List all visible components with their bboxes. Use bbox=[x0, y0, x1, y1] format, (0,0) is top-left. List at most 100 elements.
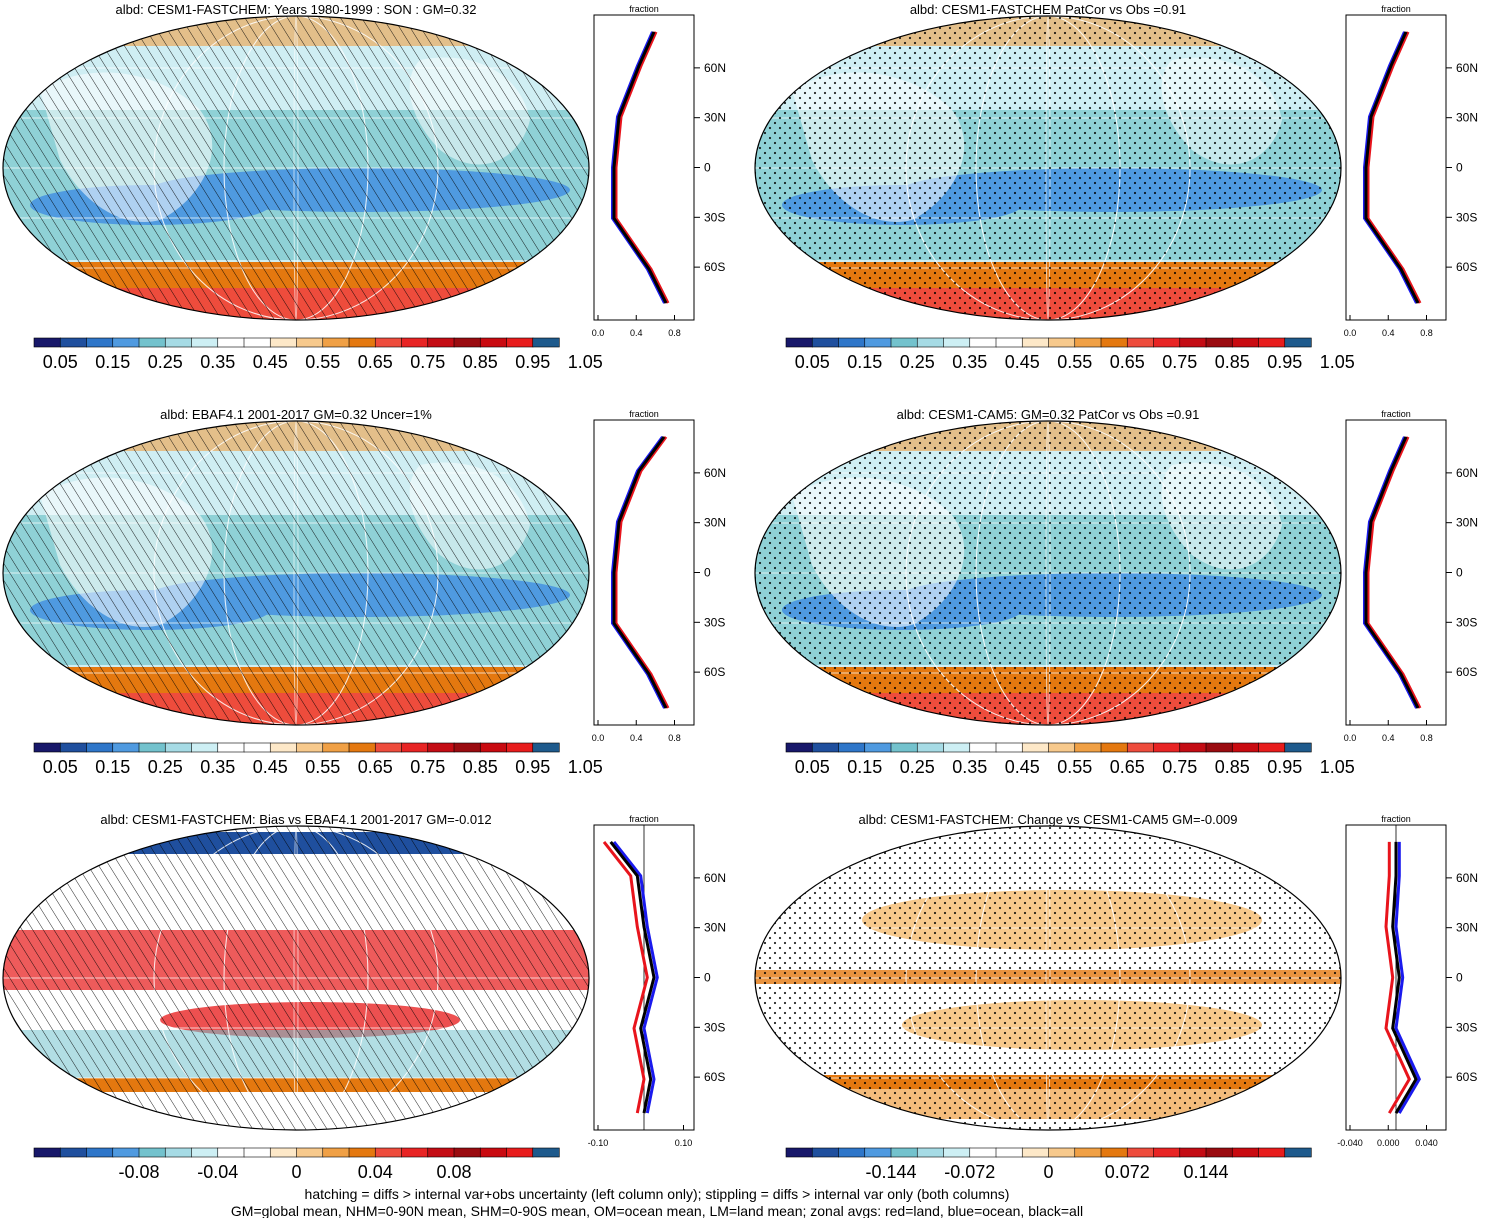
colorbar-label: 0 bbox=[291, 1162, 301, 1182]
colorbar-swatch bbox=[1100, 1147, 1128, 1158]
lat-label: 30S bbox=[1456, 1020, 1477, 1034]
colorbar-swatch bbox=[86, 1147, 114, 1158]
zonal-mean-plot: fraction 60N 30N 0 30S 60S -0.040 0.000 0.040 bbox=[1337, 814, 1478, 1148]
colorbar-swatch bbox=[33, 1147, 61, 1158]
colorbar-swatch bbox=[112, 1147, 140, 1158]
colorbar-swatch bbox=[243, 1147, 271, 1158]
colorbar-label: 1.05 bbox=[568, 757, 603, 777]
zonal-land-curve bbox=[614, 436, 670, 709]
colorbar-swatch bbox=[1126, 742, 1155, 753]
footer-line1: hatching = diffs > internal var+obs unce… bbox=[305, 1186, 1010, 1202]
x-tick-label: 0.10 bbox=[675, 1138, 693, 1148]
colorbar-swatch bbox=[785, 1147, 813, 1158]
lat-label: 30S bbox=[1456, 615, 1477, 629]
colorbar-swatch bbox=[785, 742, 813, 753]
colorbar-swatch bbox=[838, 337, 866, 348]
colorbar-swatch bbox=[191, 742, 219, 753]
colorbar-swatch bbox=[86, 337, 114, 348]
x-tick-label: 0.4 bbox=[630, 328, 643, 338]
colorbar-swatch bbox=[1048, 1147, 1076, 1158]
map-field bbox=[755, 826, 1341, 1130]
colorbar-swatch bbox=[401, 1147, 429, 1158]
colorbar-swatch bbox=[479, 337, 508, 348]
colorbar-swatch bbox=[1021, 337, 1050, 348]
panel-3: albd: EBAF4.1 2001-2017 GM=0.32 Uncer=1%… bbox=[2, 407, 726, 777]
colorbar-swatch bbox=[1284, 1147, 1312, 1158]
colorbar-swatch bbox=[811, 742, 840, 753]
lat-label: 0 bbox=[704, 566, 711, 580]
colorbar-label: 0.85 bbox=[1215, 757, 1250, 777]
colorbar-label: 0.45 bbox=[253, 757, 288, 777]
map-outline bbox=[2, 825, 590, 1131]
lat-label: 0 bbox=[1456, 566, 1463, 580]
zonal-mean-plot: fraction 60N 30N 0 30S 60S -0.10 0.10 bbox=[588, 814, 726, 1148]
zonal-all-curve bbox=[1364, 31, 1420, 304]
colorbar-label: 0.35 bbox=[952, 352, 987, 372]
panel-title: albd: CESM1-FASTCHEM: Bias vs EBAF4.1 20… bbox=[100, 812, 491, 827]
colorbar-swatch bbox=[1284, 337, 1312, 348]
zonal-ocean-curve bbox=[1394, 841, 1421, 1114]
colorbar-swatch bbox=[164, 742, 193, 753]
lat-label: 0 bbox=[704, 971, 711, 985]
colorbar-swatch bbox=[864, 1147, 892, 1158]
zonal-all-curve bbox=[609, 840, 656, 1114]
colorbar-swatch bbox=[112, 337, 140, 348]
lat-label: 60N bbox=[704, 871, 726, 885]
colorbar-label: 1.05 bbox=[1320, 757, 1355, 777]
colorbar-swatch bbox=[1126, 1147, 1155, 1158]
lat-label: 30S bbox=[704, 1020, 725, 1034]
colorbar-swatch bbox=[243, 742, 271, 753]
hatching-overlay bbox=[3, 16, 589, 320]
zonal-land-curve bbox=[602, 840, 649, 1114]
colorbar-swatch bbox=[811, 1147, 840, 1158]
colorbar-label: 0.05 bbox=[43, 352, 78, 372]
colorbar-swatch bbox=[322, 337, 350, 348]
map-field bbox=[3, 421, 589, 725]
colorbar-label: 0.95 bbox=[1267, 757, 1302, 777]
colorbar-swatch bbox=[1048, 337, 1076, 348]
lat-label: 60N bbox=[704, 61, 726, 75]
colorbar-label: 1.05 bbox=[1320, 352, 1355, 372]
hatching-overlay bbox=[3, 421, 589, 725]
colorbar-label: 0.65 bbox=[1110, 757, 1145, 777]
zonal-all-curve bbox=[1391, 841, 1418, 1114]
x-tick-label: 0.8 bbox=[1420, 733, 1433, 743]
colorbar-swatch bbox=[532, 337, 560, 348]
x-tick-label: 0.8 bbox=[668, 328, 681, 338]
colorbar-swatch bbox=[532, 742, 560, 753]
x-tick-label: 0.0 bbox=[592, 328, 605, 338]
map-field bbox=[3, 16, 589, 320]
colorbar-swatch bbox=[427, 742, 455, 753]
colorbar-swatch bbox=[1179, 1147, 1207, 1158]
colorbar-swatch bbox=[890, 1147, 918, 1158]
lat-label: 30S bbox=[1456, 210, 1477, 224]
map-outline bbox=[2, 15, 590, 321]
colorbar-swatch bbox=[401, 337, 429, 348]
colorbar-swatch bbox=[1074, 1147, 1102, 1158]
colorbar-label: 0.55 bbox=[305, 352, 340, 372]
colorbar-swatch bbox=[86, 742, 114, 753]
colorbar-label: 0.04 bbox=[358, 1162, 393, 1182]
stippling-overlay bbox=[755, 16, 1341, 320]
lat-label: 60S bbox=[704, 1070, 725, 1084]
lat-label: 60S bbox=[1456, 1070, 1477, 1084]
footer-line2: GM=global mean, NHM=0-90N mean, SHM=0-90… bbox=[231, 1203, 1083, 1218]
colorbar-label: 0.25 bbox=[148, 352, 183, 372]
colorbar-swatch bbox=[348, 337, 376, 348]
colorbar-swatch bbox=[296, 1147, 324, 1158]
colorbar-label: 0.55 bbox=[1057, 757, 1092, 777]
lat-label: 30N bbox=[704, 516, 726, 530]
colorbar-label: 0.15 bbox=[847, 352, 882, 372]
colorbar-swatch bbox=[374, 1147, 403, 1158]
x-tick-label: 0.4 bbox=[1382, 328, 1395, 338]
colorbar-swatch bbox=[1021, 1147, 1050, 1158]
map-outline bbox=[754, 420, 1342, 726]
colorbar-swatch bbox=[427, 337, 455, 348]
colorbar-swatch bbox=[138, 337, 166, 348]
colorbar: 0.05 0.15 0.25 0.35 0.45 0.55 0.65 0.75 0.85 0.95… bbox=[785, 337, 1355, 372]
colorbar-swatch bbox=[890, 337, 918, 348]
zonal-mean-plot: fraction 60N 30N 0 30S 60S 0.0 0.4 0.8 bbox=[592, 4, 726, 338]
zonal-ocean-curve bbox=[612, 840, 659, 1114]
lat-label: 60N bbox=[1456, 61, 1478, 75]
